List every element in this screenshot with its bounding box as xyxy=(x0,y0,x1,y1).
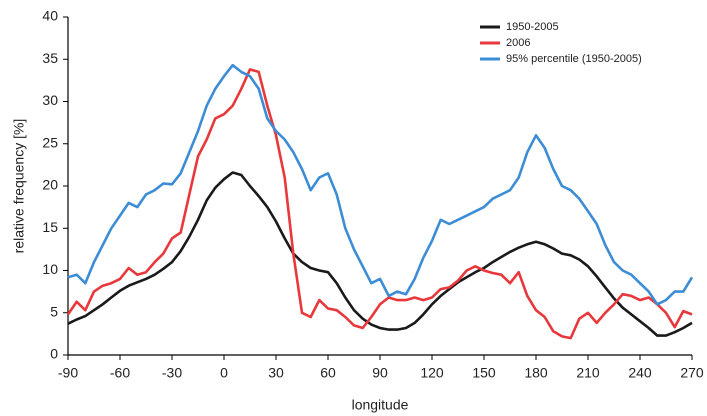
x-tick-label: -30 xyxy=(162,365,182,381)
series-line xyxy=(66,68,693,340)
y-tick-label: 35 xyxy=(42,50,58,66)
y-tick-label: 40 xyxy=(42,8,58,24)
x-tick-label: 270 xyxy=(680,365,704,381)
x-tick-label: 0 xyxy=(220,365,228,381)
y-tick-label: 30 xyxy=(42,92,58,108)
series-line xyxy=(67,171,693,337)
x-tick-label: 240 xyxy=(628,365,652,381)
x-tick-label: 150 xyxy=(472,365,496,381)
x-tick-label: 90 xyxy=(372,365,388,381)
x-tick-label: 180 xyxy=(524,365,548,381)
legend: 1950-2005 2006 95% percentile (1950-2005) xyxy=(480,21,642,65)
y-tick-label: 25 xyxy=(42,134,58,150)
x-tick-label: 30 xyxy=(268,365,284,381)
x-tick-label: 120 xyxy=(420,365,444,381)
y-tick-label: 5 xyxy=(50,303,58,319)
y-tick-label: 15 xyxy=(42,219,58,235)
x-tick-label: 60 xyxy=(320,365,336,381)
y-tick-label: 0 xyxy=(50,346,58,362)
legend-label: 2006 xyxy=(506,37,530,49)
y-tick-label: 20 xyxy=(42,177,58,193)
legend-label: 1950-2005 xyxy=(506,21,559,33)
x-tick-label: 210 xyxy=(576,365,600,381)
x-tick-label: -90 xyxy=(58,365,78,381)
x-axis-label: longitude xyxy=(352,397,409,413)
legend-label: 95% percentile (1950-2005) xyxy=(506,53,642,65)
series-line xyxy=(67,63,694,306)
x-tick-label: -60 xyxy=(110,365,130,381)
y-tick-label: 10 xyxy=(42,261,58,277)
y-axis-label: relative frequency [%] xyxy=(11,119,27,254)
